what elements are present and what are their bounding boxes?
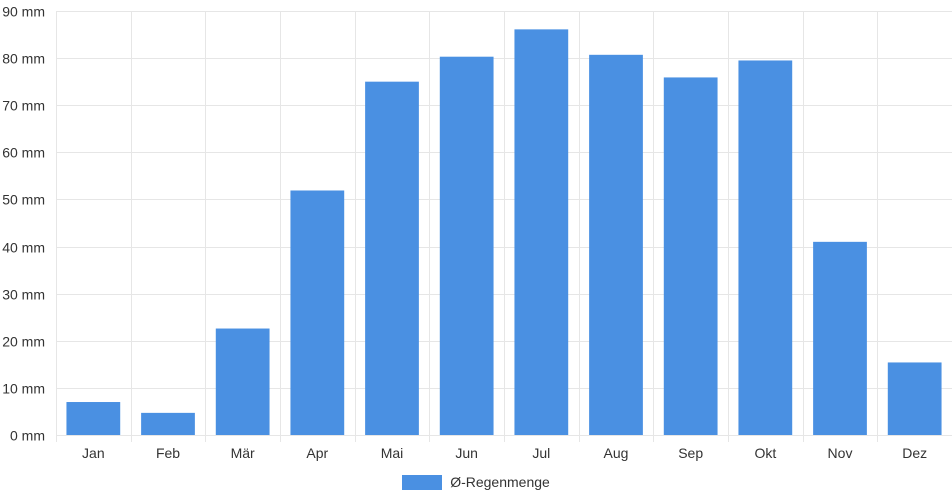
bar-sep[interactable] [663, 77, 718, 436]
y-tick-label: 90 mm [2, 4, 45, 20]
y-tick-label: 70 mm [2, 98, 45, 114]
x-tick-label: Jun [455, 445, 478, 461]
x-tick-label: Jan [82, 445, 105, 461]
bar-okt[interactable] [738, 60, 793, 435]
bar-mai[interactable] [365, 81, 419, 436]
bar-nov[interactable] [813, 241, 867, 435]
bars-layer [66, 29, 942, 436]
bar-jul[interactable] [514, 29, 569, 436]
y-tick-label: 60 mm [2, 145, 45, 161]
x-tick-label: Mär [231, 445, 255, 461]
y-tick-label: 20 mm [2, 334, 45, 350]
y-tick-label: 40 mm [2, 240, 45, 256]
bar-jun[interactable] [439, 56, 494, 435]
y-axis-tick-labels: 0 mm 10 mm 20 mm 30 mm 40 mm 50 mm 60 mm 70 mm 8… [2, 4, 45, 444]
x-tick-label: Mai [381, 445, 404, 461]
x-tick-label: Apr [306, 445, 328, 461]
x-tick-label: Dez [902, 445, 927, 461]
y-tick-label: 80 mm [2, 51, 45, 67]
x-tick-label: Feb [156, 445, 180, 461]
y-tick-label: 50 mm [2, 192, 45, 208]
y-tick-label: 30 mm [2, 287, 45, 303]
x-tick-label: Okt [754, 445, 776, 461]
bar-jan[interactable] [66, 402, 121, 435]
x-axis-tick-labels: Jan Feb Mär Apr Mai Jun Jul Aug Sep Okt Nov Dez [82, 445, 927, 461]
x-tick-label: Jul [532, 445, 550, 461]
y-tick-label: 10 mm [2, 381, 45, 397]
bar-feb[interactable] [141, 412, 195, 435]
x-tick-label: Nov [828, 445, 853, 461]
legend-label: Ø-Regenmenge [450, 474, 550, 490]
bar-mär[interactable] [215, 328, 270, 435]
legend[interactable]: Ø-Regenmenge [0, 471, 952, 493]
x-tick-label: Sep [678, 445, 703, 461]
bar-dez[interactable] [887, 362, 942, 435]
bar-aug[interactable] [589, 54, 643, 436]
grid-layer [56, 11, 952, 442]
x-tick-label: Aug [604, 445, 629, 461]
bar-apr[interactable] [290, 190, 345, 435]
legend-swatch [402, 474, 443, 490]
y-tick-label: 0 mm [10, 428, 45, 444]
